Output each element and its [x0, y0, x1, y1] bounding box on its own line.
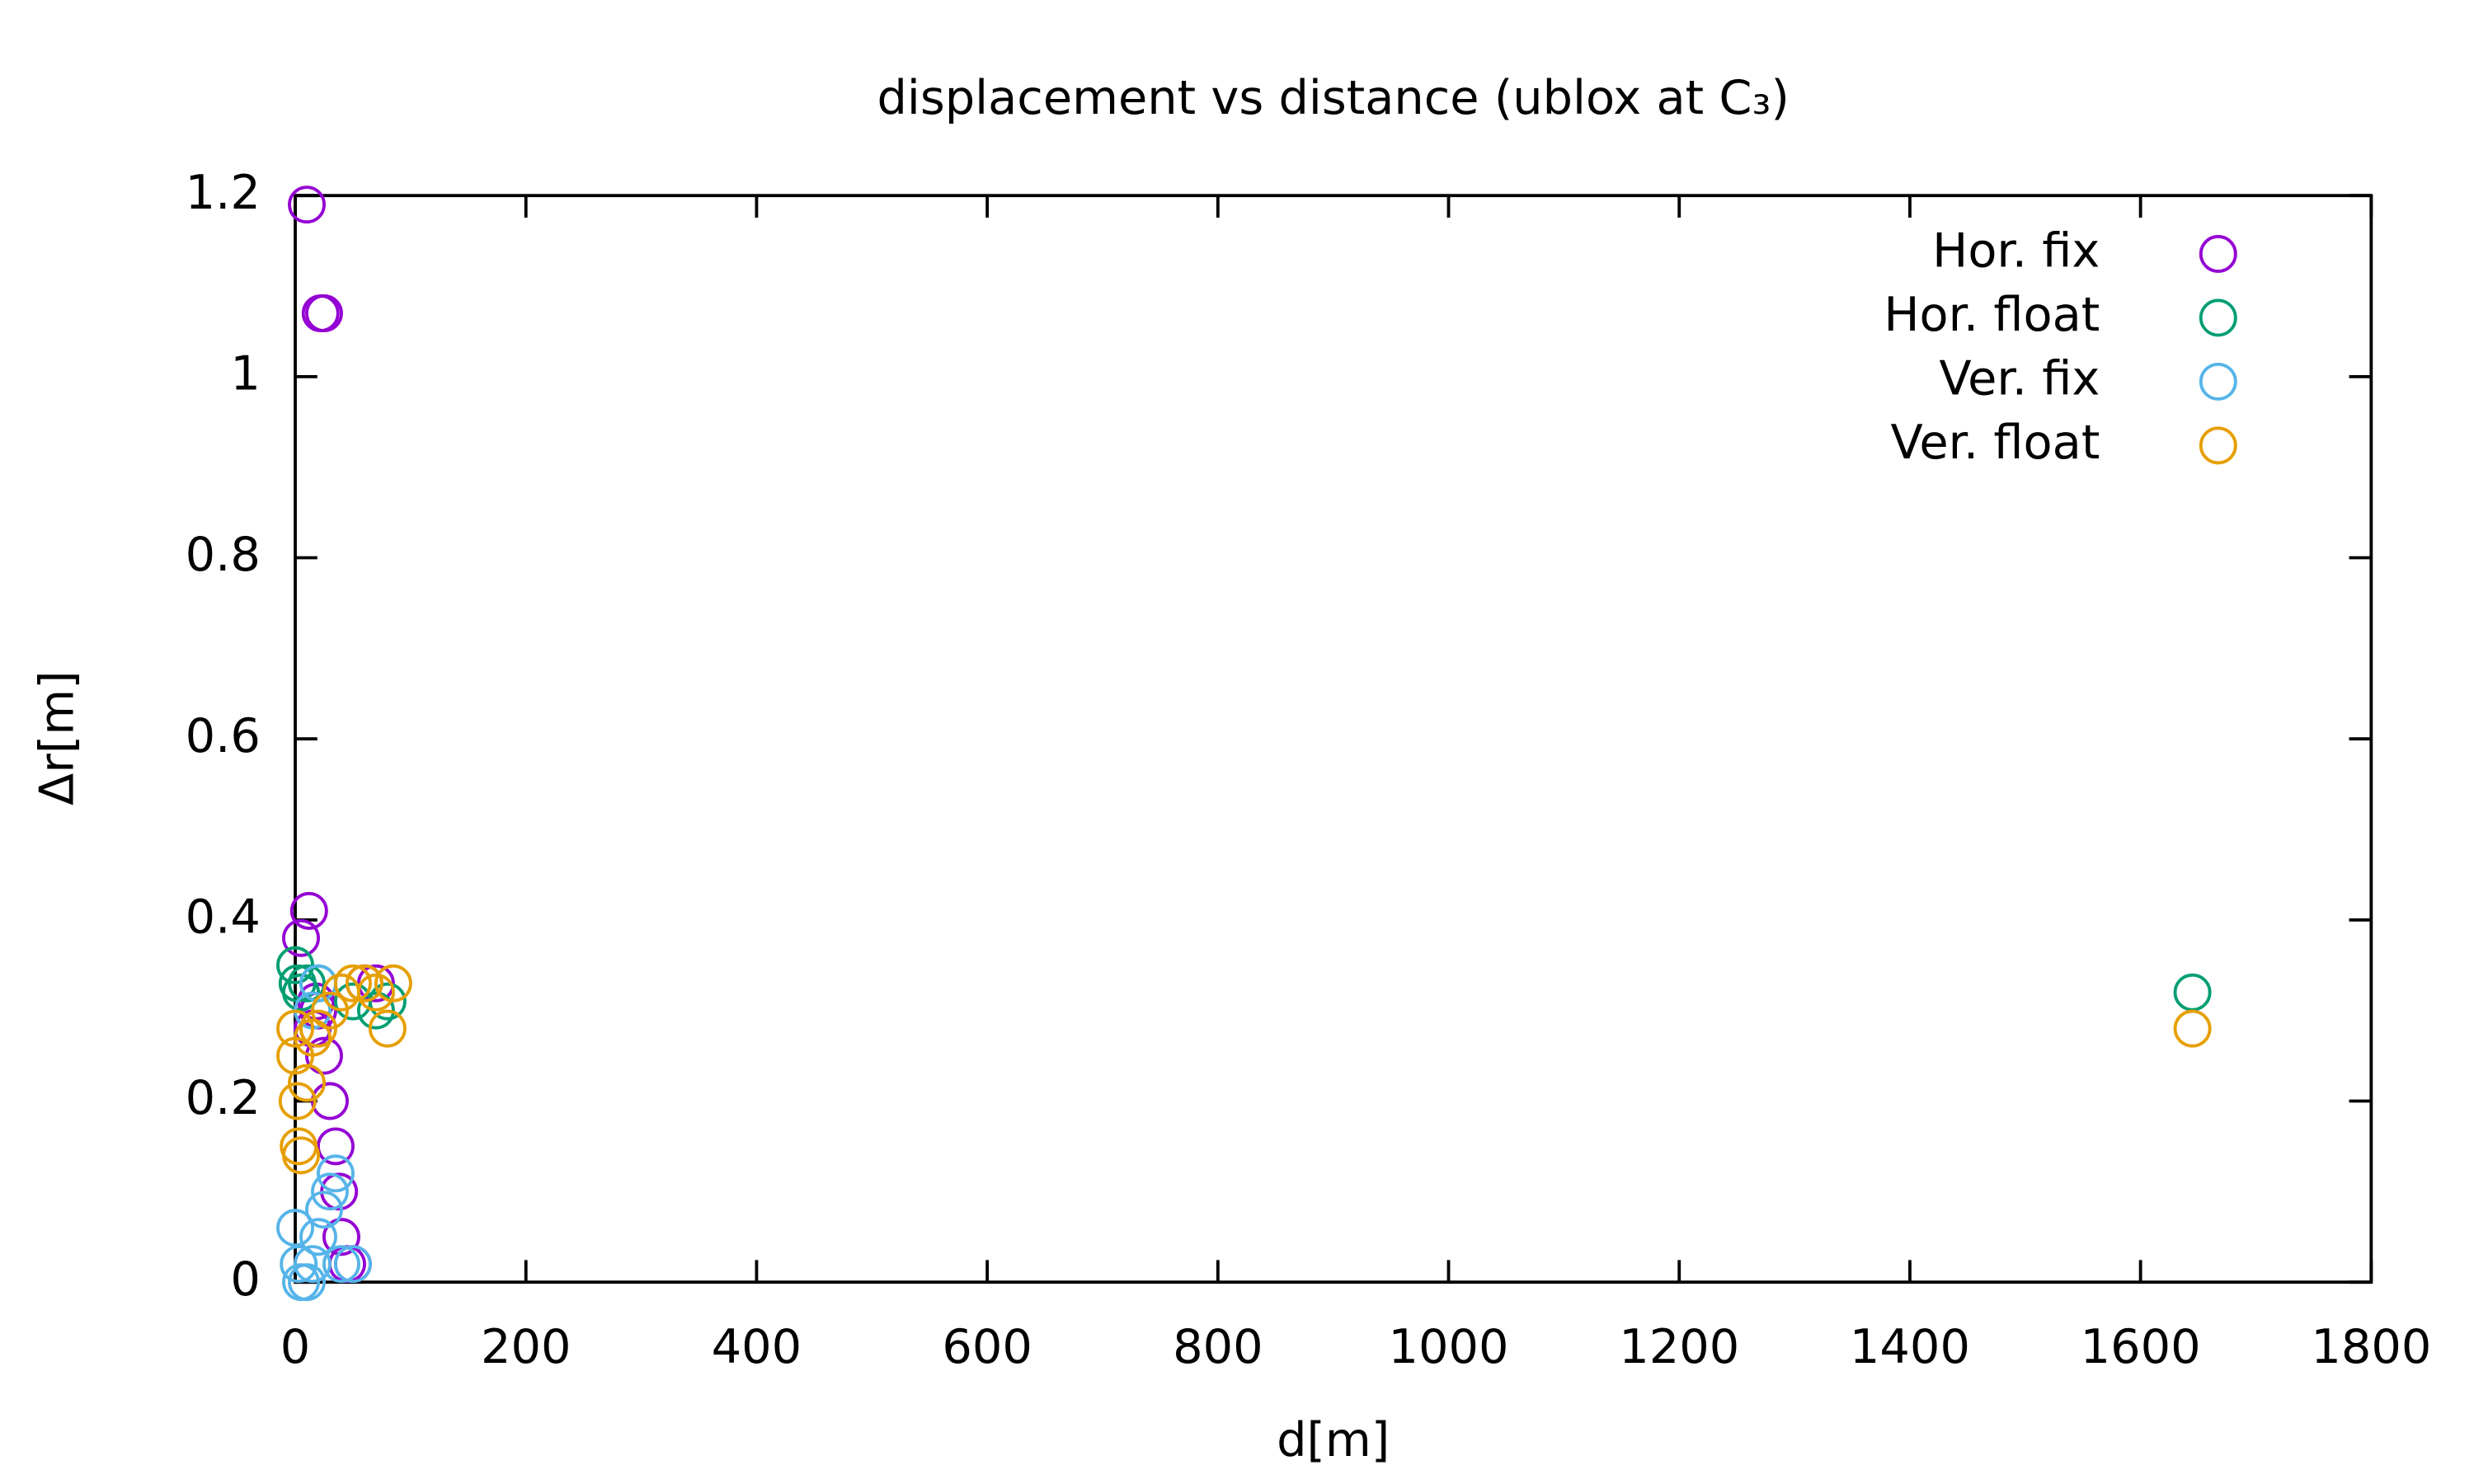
x-tick-label: 800	[1173, 1319, 1263, 1374]
point	[289, 891, 328, 930]
x-tick-label: 400	[712, 1319, 802, 1374]
point	[294, 1245, 332, 1284]
point	[288, 964, 326, 1003]
point	[356, 973, 395, 1012]
point	[276, 1009, 314, 1048]
legend-marker	[2199, 235, 2237, 273]
point	[311, 1172, 349, 1211]
x-tick-label: 1400	[1850, 1319, 1970, 1374]
point	[345, 964, 383, 1003]
point	[276, 1209, 314, 1247]
legend-label: Ver. float	[1891, 415, 2100, 470]
point	[333, 1245, 372, 1284]
legend-label: Hor. float	[1884, 287, 2100, 342]
legend-marker	[2199, 298, 2237, 337]
point	[299, 1218, 337, 1256]
y-tick-label: 0	[230, 1252, 261, 1307]
point	[288, 1263, 326, 1302]
legend-marker	[2199, 426, 2237, 465]
point	[305, 294, 343, 332]
x-tick-label: 1800	[2311, 1319, 2431, 1374]
point	[301, 294, 340, 332]
point	[317, 1154, 355, 1193]
point	[282, 973, 320, 1012]
point	[322, 1245, 360, 1284]
y-tick-label: 0.8	[186, 527, 261, 582]
point	[282, 1136, 320, 1175]
point	[280, 1245, 318, 1284]
y-tick-label: 0.4	[186, 889, 261, 944]
chart-title: displacement vs distance (ublox at C₃)	[877, 70, 1790, 125]
y-axis-label: Δr[m]	[30, 670, 85, 805]
point	[374, 964, 412, 1003]
point	[305, 1036, 343, 1075]
x-tick-label: 200	[481, 1319, 571, 1374]
point	[282, 918, 320, 957]
point	[322, 1218, 360, 1256]
legend-label: Hor. fix	[1932, 223, 2100, 279]
point	[333, 964, 372, 1003]
y-tick-label: 1.2	[186, 165, 261, 220]
x-tick-label: 0	[280, 1319, 311, 1374]
x-tick-label: 600	[942, 1319, 1032, 1374]
point	[317, 1127, 355, 1166]
y-tick-label: 0.6	[186, 708, 261, 763]
legend-marker	[2199, 362, 2237, 401]
point	[368, 1009, 407, 1048]
x-tick-label: 1200	[1619, 1319, 1739, 1374]
point	[288, 186, 326, 224]
point	[294, 1018, 332, 1057]
point	[311, 991, 349, 1030]
point	[356, 964, 395, 1003]
x-axis-label: d[m]	[1277, 1412, 1390, 1468]
point	[368, 982, 407, 1021]
x-tick-label: 1600	[2081, 1319, 2201, 1374]
y-tick-label: 0.2	[186, 1070, 261, 1125]
point	[2173, 1009, 2212, 1048]
point	[305, 1190, 343, 1229]
point	[2173, 973, 2212, 1012]
point	[288, 1064, 326, 1102]
point	[278, 1082, 317, 1120]
point	[276, 946, 314, 984]
point	[311, 1082, 349, 1120]
point	[299, 1009, 337, 1048]
y-tick-label: 1	[230, 345, 261, 401]
x-tick-label: 1000	[1389, 1319, 1509, 1374]
point	[356, 991, 395, 1030]
legend-label: Ver. fix	[1939, 351, 2100, 406]
